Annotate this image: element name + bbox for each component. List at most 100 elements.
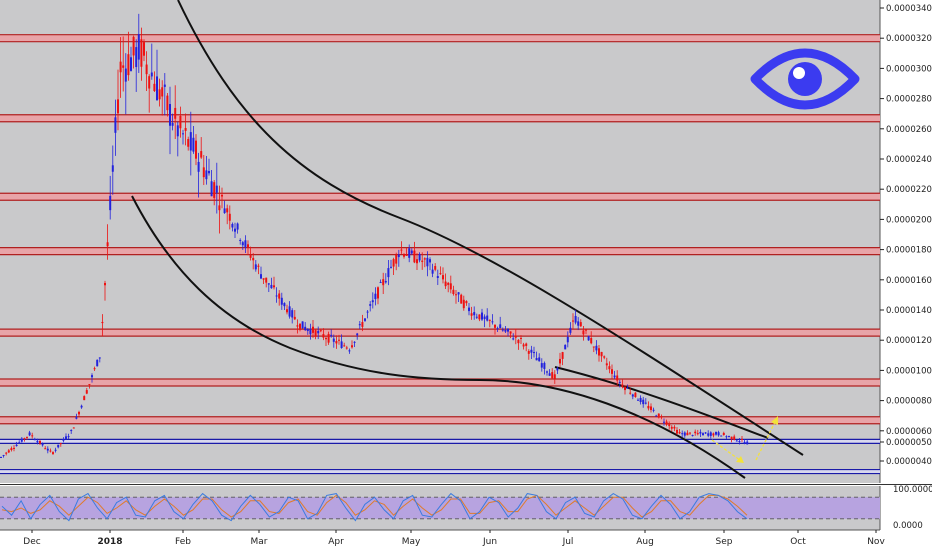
resistance-band: [0, 416, 880, 424]
candle-body: [49, 450, 52, 452]
candle-body: [208, 170, 210, 174]
candle-body: [231, 223, 234, 228]
candle-body: [78, 411, 80, 415]
candle-body: [52, 452, 54, 454]
time-label: Nov: [867, 537, 885, 547]
osc-k-line: [1, 492, 748, 522]
candle-body: [509, 331, 512, 334]
candle-body: [512, 338, 515, 340]
candle-body: [309, 329, 312, 335]
candle-body: [59, 443, 62, 445]
candle-body: [244, 240, 247, 248]
candle-body: [397, 254, 400, 258]
candle-body: [556, 368, 559, 371]
candle-body: [634, 392, 637, 398]
candle-body: [226, 208, 229, 213]
candle-body: [153, 83, 156, 92]
candle-body: [369, 304, 372, 306]
candle-body: [488, 319, 491, 321]
candle-body: [67, 436, 70, 438]
candle-body: [158, 89, 161, 100]
candle-body: [182, 133, 184, 135]
candle-body: [460, 294, 463, 304]
candle-body: [304, 326, 307, 331]
candle-body: [678, 432, 681, 434]
candle-body: [717, 432, 720, 436]
candle-body: [574, 315, 577, 323]
oscillator-axis-ticks: 100.0000 0.0000: [893, 485, 932, 531]
candle-body: [169, 104, 171, 126]
candle-body: [143, 42, 145, 56]
candle-body: [665, 421, 668, 425]
candle-body: [262, 278, 265, 280]
candle-body: [553, 374, 556, 379]
candle-body: [247, 244, 249, 248]
candle-body: [530, 349, 533, 353]
candle-body: [36, 440, 39, 443]
price-axis-area: [880, 0, 932, 530]
candle-body: [434, 266, 437, 270]
candle-body: [46, 448, 49, 451]
candle-body: [707, 433, 710, 436]
candle-body: [127, 54, 130, 76]
candle-body: [715, 431, 717, 435]
candle-body: [725, 436, 728, 438]
candlesticks: [0, 13, 749, 458]
candle-body: [418, 253, 421, 261]
candle-body: [650, 406, 652, 410]
candle-body: [566, 336, 569, 343]
candle-body: [611, 369, 613, 374]
eye-icon: [750, 48, 860, 110]
candle-body: [382, 279, 385, 286]
candle-body: [210, 181, 213, 197]
candle-body: [65, 436, 67, 440]
candle-body: [296, 325, 299, 327]
candle-body: [88, 384, 91, 386]
candle-body: [283, 303, 286, 307]
candle-body: [660, 416, 663, 418]
candle-body: [23, 438, 26, 440]
candle-body: [410, 250, 413, 254]
candle-body: [527, 350, 530, 354]
candle-body: [618, 381, 621, 383]
candle-body: [236, 223, 239, 230]
candle-body: [140, 39, 143, 67]
time-axis-area: [0, 530, 932, 550]
candle-body: [689, 432, 691, 434]
candle-body: [353, 341, 356, 343]
candle-body: [603, 356, 606, 358]
candle-body: [252, 257, 255, 261]
candle-body: [10, 448, 13, 451]
candle-body: [356, 333, 359, 336]
candle-body: [7, 450, 10, 453]
candle-body: [738, 440, 741, 442]
candle-body: [517, 339, 520, 344]
candle-body: [340, 341, 343, 348]
candle-body: [452, 289, 455, 295]
resistance-band: [0, 329, 880, 337]
candle-body: [228, 213, 231, 221]
resistance-band: [0, 247, 880, 255]
candle-body: [187, 139, 190, 147]
candle-body: [361, 322, 364, 327]
candle-body: [2, 455, 5, 457]
candle-body: [31, 435, 34, 437]
candle-body: [592, 346, 595, 348]
candle-body: [400, 249, 403, 251]
candle-body: [624, 386, 626, 391]
candle-body: [525, 343, 528, 346]
candle-body: [301, 321, 304, 329]
candle-body: [507, 328, 509, 332]
candle-body: [681, 433, 684, 435]
candle-body: [166, 95, 169, 111]
candle-body: [275, 295, 278, 297]
candle-body: [104, 282, 106, 286]
candle-body: [387, 268, 390, 278]
candle-body: [548, 373, 551, 376]
candle-body: [663, 421, 665, 423]
time-label: Oct: [790, 537, 806, 547]
